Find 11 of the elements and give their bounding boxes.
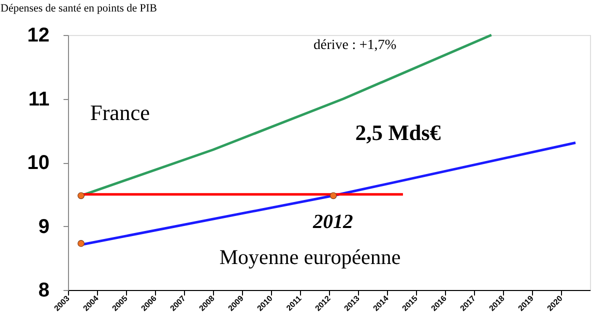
annotation: 2,5 Mds€ — [355, 120, 441, 145]
y-tick-label: 10 — [27, 152, 50, 174]
y-tick-label: 12 — [27, 24, 50, 46]
y-tick-label: 11 — [28, 88, 50, 110]
annotation: France — [90, 100, 150, 125]
annotation: 2012 — [312, 211, 353, 233]
y-tick-label: 9 — [38, 216, 50, 238]
y-axis-title: Dépenses de santé en points de PIB — [0, 2, 157, 14]
annotation: Moyenne européenne — [219, 245, 401, 269]
annotation: dérive : +1,7% — [314, 38, 397, 53]
y-tick-label: 8 — [38, 280, 50, 302]
